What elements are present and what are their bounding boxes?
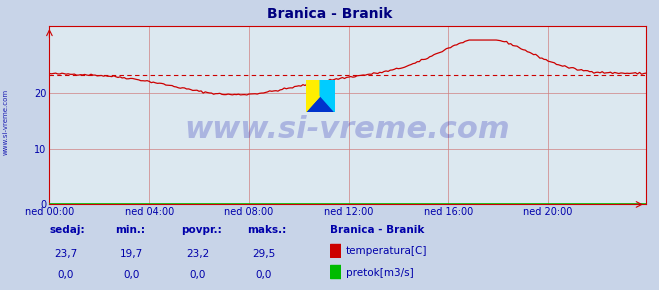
Text: temperatura[C]: temperatura[C]	[346, 246, 428, 256]
Text: Branica - Branik: Branica - Branik	[267, 7, 392, 21]
Text: Branica - Branik: Branica - Branik	[330, 225, 424, 235]
Text: 19,7: 19,7	[120, 249, 144, 259]
Text: min.:: min.:	[115, 225, 146, 235]
Text: pretok[m3/s]: pretok[m3/s]	[346, 268, 414, 278]
Polygon shape	[306, 79, 335, 112]
Text: 0,0: 0,0	[58, 270, 74, 280]
Text: sedaj:: sedaj:	[49, 225, 85, 235]
Polygon shape	[306, 79, 335, 112]
Text: 0,0: 0,0	[190, 270, 206, 280]
Text: 0,0: 0,0	[124, 270, 140, 280]
Text: 29,5: 29,5	[252, 249, 275, 259]
Bar	[330, 244, 341, 257]
Polygon shape	[320, 79, 335, 112]
Text: www.si-vreme.com: www.si-vreme.com	[185, 115, 511, 144]
Text: 23,7: 23,7	[54, 249, 78, 259]
Text: povpr.:: povpr.:	[181, 225, 222, 235]
Text: www.si-vreme.com: www.si-vreme.com	[2, 89, 9, 155]
Text: 0,0: 0,0	[256, 270, 272, 280]
Text: 23,2: 23,2	[186, 249, 210, 259]
Text: maks.:: maks.:	[247, 225, 287, 235]
Bar	[330, 266, 341, 278]
